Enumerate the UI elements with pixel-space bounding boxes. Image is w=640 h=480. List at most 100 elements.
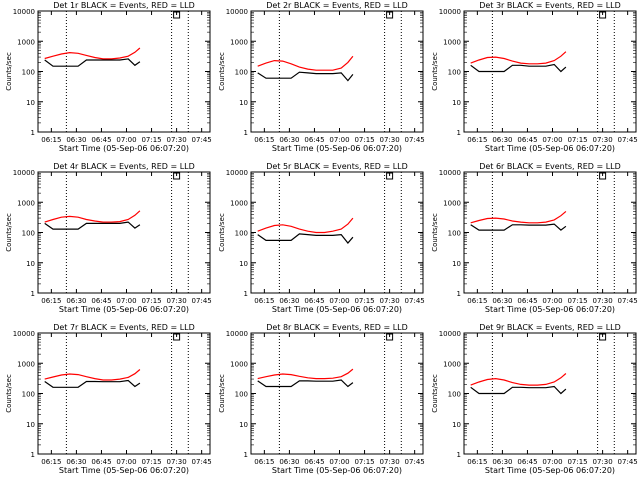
x-tick-label: 07:00 [329, 136, 349, 144]
x-tick-label: 07:15 [141, 297, 161, 305]
x-tick-label: 07:30 [380, 136, 400, 144]
y-tick-label: 10000 [439, 330, 461, 338]
x-axis-label: Start Time (05-Sep-06 06:07:20) [59, 305, 189, 314]
x-tick-label: 06:45 [304, 458, 324, 466]
x-axis-label: Start Time (05-Sep-06 06:07:20) [485, 466, 615, 475]
x-tick-label: 06:45 [91, 458, 111, 466]
top-marker [599, 333, 607, 341]
events-series-line [470, 63, 567, 73]
y-tick-label: 1000 [443, 360, 461, 368]
x-tick-label: 07:15 [567, 136, 587, 144]
y-tick-label: 10000 [13, 169, 35, 177]
events-series-line [470, 385, 567, 395]
y-tick-label: 1000 [230, 38, 248, 46]
x-axis-label: Start Time (05-Sep-06 06:07:20) [272, 466, 402, 475]
x-tick-label: 07:30 [380, 458, 400, 466]
y-tick-label: 1 [244, 451, 248, 459]
y-tick-label: 10000 [226, 330, 248, 338]
x-tick-label: 06:30 [66, 297, 86, 305]
top-marker [173, 11, 181, 19]
y-tick-label: 1 [244, 129, 248, 137]
x-tick-label: 07:45 [618, 458, 638, 466]
x-axis-label: Start Time (05-Sep-06 06:07:20) [272, 144, 402, 153]
x-tick-label: 06:30 [279, 297, 299, 305]
x-tick-label: 07:00 [116, 297, 136, 305]
chart-panel-8: Det 8r BLACK = Events, RED = LLD 1 10 100 10… [218, 323, 425, 475]
lld-series-line [257, 217, 354, 234]
chart-title: Det 9r BLACK = Events, RED = LLD [479, 323, 621, 332]
y-tick-label: 10 [26, 99, 35, 107]
x-tick-label: 07:00 [542, 136, 562, 144]
x-tick-label: 07:45 [618, 136, 638, 144]
chart-panel-2: Det 2r BLACK = Events, RED = LLD 1 10 100 10… [218, 1, 425, 153]
y-tick-label: 100 [22, 69, 35, 77]
events-series-line [44, 58, 141, 67]
x-axis-label: Start Time (05-Sep-06 06:07:20) [485, 305, 615, 314]
x-tick-label: 06:30 [492, 136, 512, 144]
x-tick-label: 06:30 [279, 458, 299, 466]
x-tick-label: 07:15 [354, 136, 374, 144]
x-tick-label: 06:45 [517, 297, 537, 305]
lld-series-line [44, 369, 141, 381]
x-tick-label: 07:15 [354, 297, 374, 305]
events-series-line [257, 379, 354, 388]
x-tick-label: 07:30 [380, 297, 400, 305]
y-tick-label: 10 [452, 421, 461, 429]
y-tick-label: 1 [457, 290, 461, 298]
y-tick-label: 10000 [439, 169, 461, 177]
x-tick-label: 06:45 [91, 136, 111, 144]
x-tick-label: 06:30 [66, 136, 86, 144]
y-axis-label: Counts/sec [431, 213, 439, 252]
x-tick-label: 07:00 [329, 297, 349, 305]
lld-series-line [257, 368, 354, 380]
x-tick-label: 06:45 [517, 136, 537, 144]
x-tick-label: 06:15 [41, 136, 61, 144]
chart-title: Det 2r BLACK = Events, RED = LLD [266, 1, 408, 10]
chart-panel-5: Det 5r BLACK = Events, RED = LLD 1 10 100 10… [218, 162, 425, 314]
plot-frame [250, 332, 424, 455]
x-tick-label: 07:45 [192, 458, 212, 466]
top-marker [173, 172, 181, 180]
x-tick-label: 07:15 [141, 458, 161, 466]
x-tick-label: 06:15 [254, 297, 274, 305]
y-tick-label: 100 [448, 69, 461, 77]
y-axis-label: Counts/sec [5, 213, 13, 252]
y-tick-label: 10 [239, 260, 248, 268]
x-tick-label: 07:30 [593, 136, 613, 144]
y-tick-label: 1000 [17, 199, 35, 207]
y-tick-label: 1000 [230, 199, 248, 207]
y-tick-label: 10 [452, 260, 461, 268]
x-axis-label: Start Time (05-Sep-06 06:07:20) [59, 466, 189, 475]
chart-title: Det 7r BLACK = Events, RED = LLD [53, 323, 195, 332]
y-tick-label: 1 [457, 451, 461, 459]
top-marker [173, 333, 181, 341]
chart-title: Det 5r BLACK = Events, RED = LLD [266, 162, 408, 171]
y-axis-label: Counts/sec [431, 52, 439, 91]
y-axis-label: Counts/sec [218, 374, 226, 413]
events-series-line [257, 71, 354, 82]
y-tick-label: 100 [235, 391, 248, 399]
chart-panel-3: Det 3r BLACK = Events, RED = LLD 1 10 100 10… [431, 1, 638, 153]
x-tick-label: 07:45 [405, 297, 425, 305]
lld-series-line [470, 373, 567, 386]
chart-title: Det 3r BLACK = Events, RED = LLD [479, 1, 621, 10]
x-tick-label: 06:45 [517, 458, 537, 466]
events-series-line [257, 233, 354, 244]
y-tick-label: 1 [244, 290, 248, 298]
y-tick-label: 10000 [13, 8, 35, 16]
y-tick-label: 1 [31, 290, 35, 298]
x-tick-label: 06:15 [41, 297, 61, 305]
x-tick-label: 06:15 [41, 458, 61, 466]
y-tick-label: 10000 [439, 8, 461, 16]
chart-title: Det 1r BLACK = Events, RED = LLD [53, 1, 195, 10]
x-tick-label: 06:15 [467, 297, 487, 305]
x-tick-label: 07:00 [329, 458, 349, 466]
x-tick-label: 06:45 [91, 297, 111, 305]
y-tick-label: 100 [235, 230, 248, 238]
x-tick-label: 06:30 [492, 297, 512, 305]
y-tick-label: 10 [26, 260, 35, 268]
plot-frame [37, 171, 211, 294]
plot-frame [250, 10, 424, 133]
x-tick-label: 07:45 [192, 136, 212, 144]
